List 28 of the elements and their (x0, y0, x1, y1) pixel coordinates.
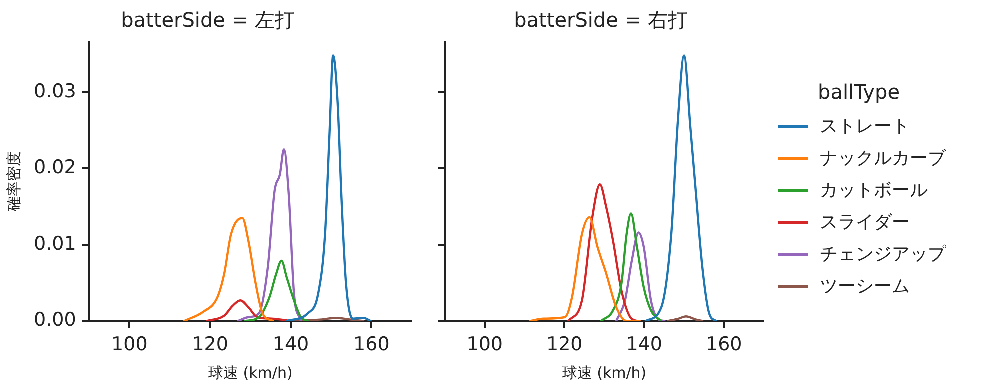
x-tick-label: 100 (466, 334, 504, 356)
legend-label: ツーシーム (820, 275, 910, 298)
x-tick-label: 140 (626, 334, 663, 356)
x-axis-title: 球速 (km/h) (562, 364, 647, 382)
legend-label: スライダー (820, 211, 910, 234)
y-tick-label: 0.00 (34, 309, 76, 332)
y-tick-label: 0.02 (34, 156, 76, 179)
legend-label: ナックルカーブ (820, 147, 946, 170)
x-tick-label: 160 (354, 334, 390, 356)
legend-label: チェンジアップ (820, 243, 946, 266)
x-tick-label: 120 (546, 334, 583, 356)
line-series (286, 54, 372, 322)
x-tick-label: 100 (112, 334, 148, 356)
chart-title: batterSide = 左打 (121, 8, 295, 32)
chart-title: batterSide = 右打 (514, 8, 688, 32)
line-series (237, 148, 302, 322)
x-tick-label: 160 (706, 334, 742, 356)
line-series (183, 217, 274, 322)
y-tick-label: 0.03 (34, 80, 76, 102)
legend-title: ballType (818, 80, 902, 104)
legend-label: ストレート (820, 115, 910, 138)
x-axis-title: 球速 (km/h) (208, 364, 293, 382)
legend-label: カットボール (820, 179, 928, 202)
y-tick-label: 0.01 (34, 232, 76, 255)
x-tick-label: 120 (192, 334, 228, 356)
line-series (244, 260, 310, 322)
y-axis-title: 確率密度 (4, 152, 23, 213)
x-tick-label: 140 (272, 334, 310, 356)
